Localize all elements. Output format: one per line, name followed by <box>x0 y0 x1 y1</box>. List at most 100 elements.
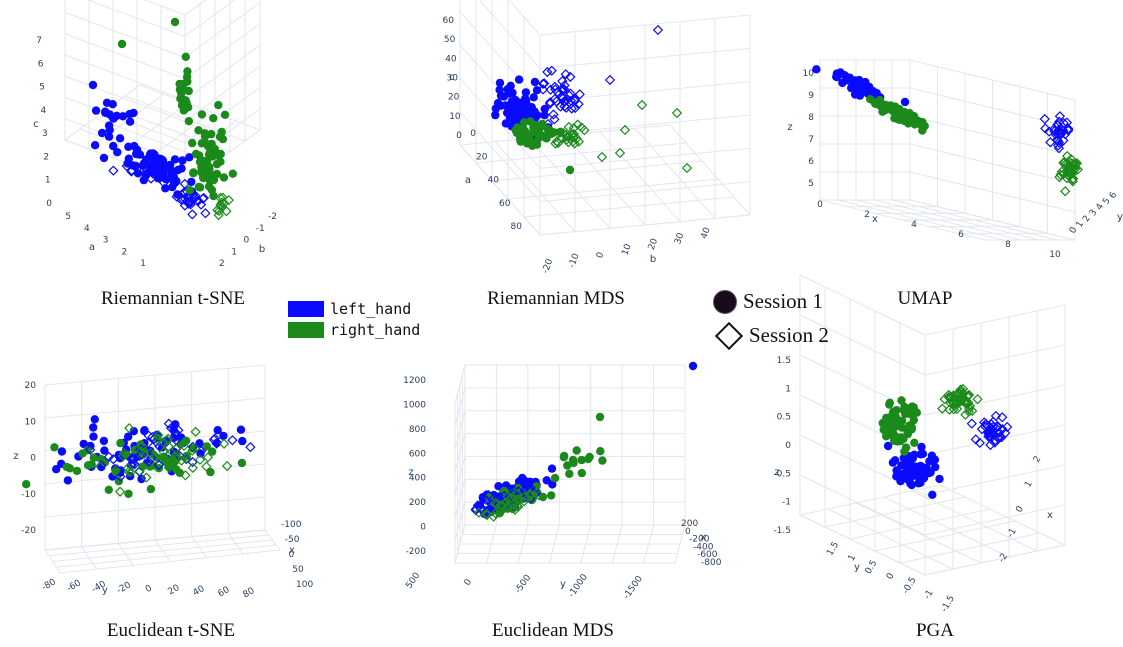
b-tick: 0 <box>595 251 606 260</box>
diamond-marker-icon <box>714 321 744 350</box>
session2-point <box>194 454 206 465</box>
session1-point <box>88 80 98 90</box>
etsne-floor2-gridline <box>56 544 277 568</box>
session1-point <box>883 441 893 451</box>
b-tick: -20 <box>541 257 556 274</box>
session2-point <box>245 442 256 453</box>
a-tick: 1 <box>140 259 146 269</box>
legend-item-session-1: Session 1 <box>713 289 823 314</box>
session1-point <box>91 106 101 115</box>
z-tick: 0.5 <box>777 413 791 423</box>
emds-wall-b-gridline <box>454 456 466 495</box>
z-tick: 10 <box>803 69 815 79</box>
session2-point <box>985 439 996 451</box>
z-tick: -1.5 <box>773 526 791 536</box>
session1-point <box>495 78 505 88</box>
session1-point <box>89 432 98 441</box>
z-tick: 9 <box>808 91 814 101</box>
session2-point <box>133 165 145 176</box>
session2-point <box>974 437 985 449</box>
b-axis-label: b <box>650 254 656 265</box>
y-axis-label: y <box>102 585 108 596</box>
session2-point <box>218 198 230 209</box>
session1-point <box>563 461 572 470</box>
session2-point <box>569 131 580 142</box>
session1-point <box>565 469 574 478</box>
a-tick: 20 <box>476 152 488 162</box>
a-axis-label: a <box>465 175 471 186</box>
session2-point <box>208 434 220 445</box>
y-tick: 2 <box>1081 214 1093 224</box>
session2-point <box>141 472 152 483</box>
session1-point <box>52 465 61 474</box>
session1-point <box>491 110 500 120</box>
circle-marker-icon <box>713 289 737 314</box>
session1-point <box>879 102 888 111</box>
rmds-wall-b-gridline <box>478 0 541 69</box>
session1-point <box>173 165 182 175</box>
session2-point <box>137 441 148 452</box>
z-tick: 60 <box>443 16 455 26</box>
session1-point <box>63 476 73 485</box>
a-tick: 3 <box>103 236 109 246</box>
session1-point <box>170 178 180 187</box>
session1-point <box>99 436 109 446</box>
session2-point <box>979 421 991 432</box>
session2-point <box>140 169 151 180</box>
z-axis-label: z <box>408 467 413 478</box>
session1-point <box>890 456 900 465</box>
session2-point <box>187 456 198 468</box>
session1-point <box>928 490 937 499</box>
session2-point <box>494 507 505 518</box>
session1-point <box>175 468 184 478</box>
panel-umap: 5 6 7 8 9 10 z 0 2 4 6 8 10 x 0 1 2 3 4 5 6 y <box>770 0 1123 280</box>
session1-point <box>199 173 208 183</box>
session1-point <box>146 484 156 494</box>
left-hand-swatch <box>288 301 324 317</box>
session1-point <box>908 462 918 471</box>
session1-point <box>895 115 904 125</box>
rtsne-wall-b-gridline <box>64 33 186 80</box>
session1-point <box>868 87 878 96</box>
umap-wall-b-gridline <box>909 115 1076 157</box>
caption-riemannian-tsne: Riemannian t-SNE <box>100 288 246 309</box>
z-tick: 4 <box>41 106 47 116</box>
session1-point <box>214 100 223 110</box>
a-tick: 5 <box>65 212 71 222</box>
pga-wall-a-gridline <box>799 434 926 496</box>
session2-point <box>147 168 159 179</box>
session1-point <box>101 107 110 116</box>
session2-point <box>579 125 590 136</box>
a-tick: 4 <box>84 224 90 234</box>
session1-point <box>178 156 187 165</box>
session2-point <box>1053 137 1065 148</box>
umap-wall-b-gridline <box>909 143 1076 185</box>
session1-point <box>178 100 187 109</box>
session1-point <box>935 474 944 484</box>
session2-point <box>565 71 576 83</box>
session1-point <box>496 91 506 100</box>
session1-point <box>595 412 605 422</box>
session2-point <box>544 98 556 109</box>
session1-point <box>493 98 503 108</box>
legend-label-left-hand: left_hand <box>330 300 412 318</box>
z-tick: 0 <box>46 199 52 209</box>
session2-point <box>1055 169 1066 180</box>
session1-point <box>113 148 122 157</box>
y-tick: -1000 <box>567 572 590 599</box>
session2-point <box>1048 123 1060 135</box>
session2-point <box>1053 143 1065 154</box>
session2-point <box>976 423 988 435</box>
session1-point <box>931 462 940 472</box>
session2-point <box>146 452 157 463</box>
session2-point <box>986 427 997 438</box>
emds-wall-b-gridline <box>454 433 466 472</box>
x-tick: -400 <box>693 542 714 552</box>
session2-point <box>118 450 129 462</box>
x-tick: 4 <box>911 220 917 230</box>
session1-point <box>924 468 934 478</box>
session2-point <box>501 502 513 513</box>
pga-wall-b-gridline <box>924 344 1066 376</box>
session2-point <box>125 466 137 478</box>
session1-point <box>185 186 194 195</box>
